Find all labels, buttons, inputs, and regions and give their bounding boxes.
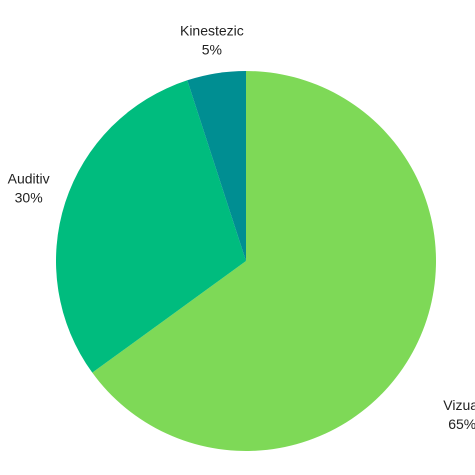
pie-slices	[56, 71, 436, 452]
pie-labels: Vizual 65% Auditiv 30% Kinestezic 5%	[8, 23, 475, 432]
pie-slice-auditiv	[56, 80, 246, 373]
pie-slice-kinestezic	[187, 71, 246, 261]
slice-label-vizual: Vizual	[443, 397, 475, 413]
slice-value-label-auditiv: 30%	[15, 190, 43, 206]
slice-label-auditiv: Auditiv	[8, 171, 50, 187]
slice-value-label-kinestezic: 5%	[202, 42, 222, 58]
pie-slice-vizual	[92, 71, 436, 452]
slice-value-label-vizual: 65%	[448, 416, 475, 432]
slice-label-kinestezic: Kinestezic	[180, 23, 244, 39]
